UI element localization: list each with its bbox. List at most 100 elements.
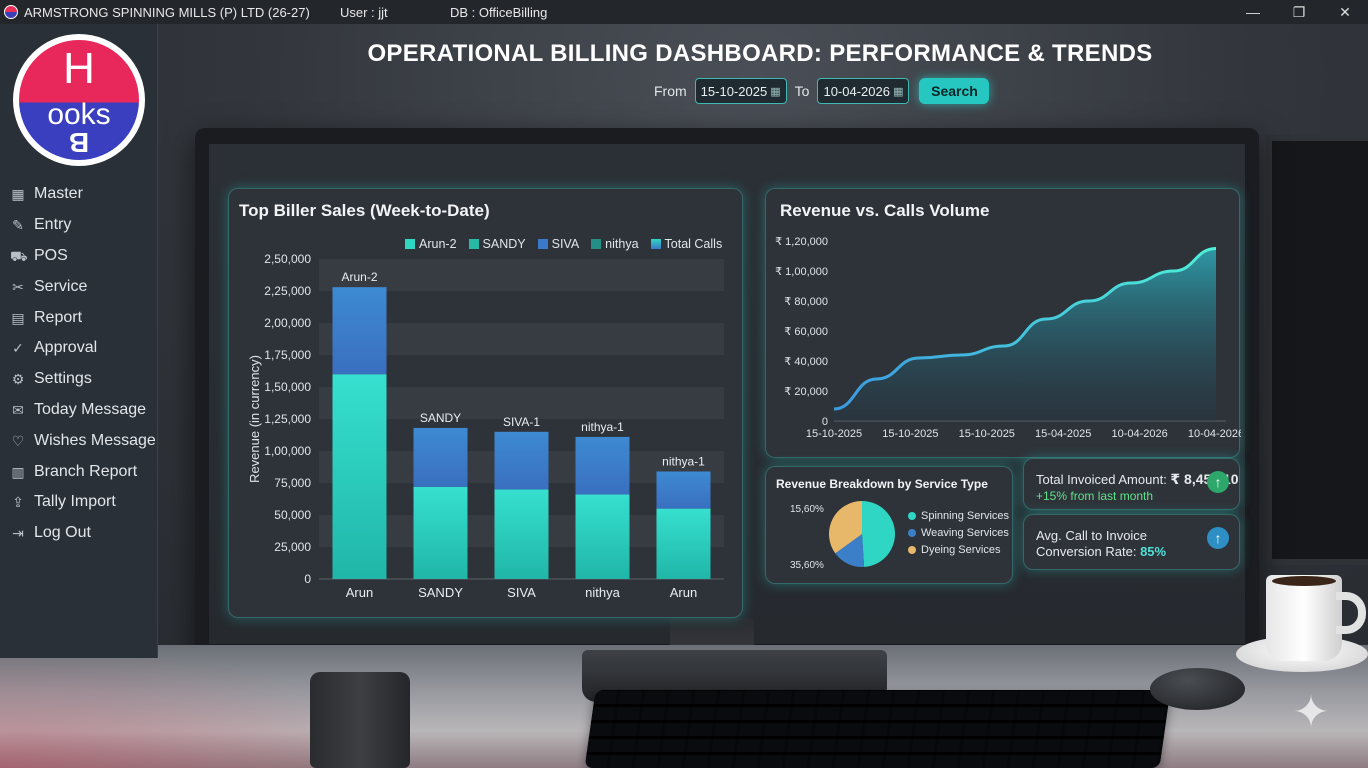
sidebar-item-report[interactable]: ▤ Report: [0, 302, 158, 333]
date-filter: From 15-10-2025 ▦ To 10-04-2026 ▦ Search: [654, 78, 990, 104]
calendar-icon[interactable]: ▦: [770, 85, 781, 98]
y-tick-label: ₹ 1,00,000: [775, 266, 828, 278]
pie-legend-label: Dyeing Services: [921, 543, 1001, 556]
sidebar-item-tally-import[interactable]: ⇪ Tally Import: [0, 487, 158, 518]
pie-legend-item: Weaving Services: [908, 524, 1009, 541]
pie-legend-item: Dyeing Services: [908, 541, 1009, 558]
bar-segment-lower: [332, 374, 387, 579]
sidebar-item-today-message[interactable]: ✉ Today Message: [0, 395, 158, 426]
x-tick-label: 15-10-2025: [959, 428, 1015, 440]
legend-swatch: [591, 239, 602, 249]
keyboard: [584, 690, 1171, 768]
legend-item: Total Calls: [650, 237, 722, 251]
sidebar-item-label: Settings: [34, 370, 92, 388]
document-icon: ▤: [11, 309, 25, 326]
restore-button[interactable]: ❐: [1292, 4, 1306, 20]
bar-segment-lower: [575, 494, 630, 579]
y-tick-label: ₹ 60,000: [784, 326, 828, 338]
sparkle-icon: ✦: [1292, 688, 1330, 737]
sidebar-item-label: Report: [34, 308, 83, 326]
y-tick-label: 2,00,000: [264, 316, 311, 330]
check-circle-icon: ✓: [12, 340, 24, 357]
revenue-title: Revenue vs. Calls Volume: [780, 201, 990, 220]
x-tick-label: 15-10-2025: [882, 428, 938, 440]
sidebar-item-settings[interactable]: ⚙ Settings: [0, 364, 158, 395]
window-controls: — ❐ ✕: [1230, 0, 1368, 24]
x-tick-label: 10-04-2026: [1111, 428, 1167, 440]
y-tick-label: 0: [304, 572, 311, 586]
sidebar-item-log-out[interactable]: ⇥ Log Out: [0, 518, 158, 549]
pie-legend-dot: [908, 511, 916, 520]
close-button[interactable]: ✕: [1339, 4, 1351, 20]
y-tick-label: 25,000: [274, 540, 311, 554]
sidebar-item-branch-report[interactable]: ▥ Branch Report: [0, 456, 158, 487]
calendar-icon[interactable]: ▦: [893, 85, 904, 98]
title-bar: ARMSTRONG SPINNING MILLS (P) LTD (26-27)…: [0, 0, 1368, 24]
to-date-value: 10-04-2026: [823, 83, 890, 99]
bar-segment-lower: [494, 489, 549, 579]
edit-icon: ✎: [12, 217, 24, 234]
dark-cup: [310, 672, 410, 768]
pie-title: Revenue Breakdown by Service Type: [776, 477, 988, 491]
bar-segment-lower: [413, 486, 468, 579]
x-tick-label: SANDY: [418, 585, 463, 600]
hooks-logo: H ooks B: [13, 34, 145, 166]
search-button[interactable]: Search: [919, 78, 990, 104]
x-tick-label: nithya: [585, 585, 620, 600]
heart-icon: ♡: [11, 432, 25, 449]
total-invoiced-change: +15% from last month: [1036, 489, 1154, 503]
bar-segment-lower: [656, 508, 711, 579]
tools-icon: ✂: [12, 278, 24, 295]
legend-item: nithya: [591, 237, 639, 251]
sidebar-item-label: Log Out: [34, 524, 91, 542]
bar-legend: Arun-2 SANDY SIVA nithya Total Calls: [405, 237, 734, 251]
cart-icon: ⛟: [10, 247, 28, 264]
sidebar-item-label: Today Message: [34, 400, 147, 418]
sidebar-item-wishes-message[interactable]: ♡ Wishes Message: [0, 425, 158, 456]
y-axis-label: Revenue (in currency): [247, 355, 262, 483]
area-chart: 0 ₹ 20,000 ₹ 40,000 ₹ 60,000 ₹ 80,000 ₹ 1,00,…: [775, 236, 1241, 440]
sidebar-item-label: Tally Import: [34, 493, 116, 511]
bar-top-label: nithya-1: [581, 420, 624, 434]
y-tick-label: 1,50,000: [264, 380, 311, 394]
legend-label: Arun-2: [419, 237, 457, 251]
legend-label: nithya: [605, 237, 639, 251]
x-tick-label: Arun: [346, 585, 373, 600]
sidebar-item-entry[interactable]: ✎ Entry: [0, 210, 158, 241]
pie-chart: 15,60% 35,60%: [790, 501, 896, 571]
series-line: [833, 247, 1217, 411]
window-title: ARMSTRONG SPINNING MILLS (P) LTD (26-27): [24, 4, 310, 20]
bar-segment-upper: [413, 427, 468, 487]
from-date-value: 15-10-2025: [700, 83, 768, 99]
mouse: [1150, 668, 1245, 710]
pie-slice: [835, 534, 865, 567]
x-tick-label: SIVA: [507, 585, 536, 600]
sidebar-menu: ▦ Master ✎ Entry ⛟ POS ✂ Service ▤ Report ✓ Ap…: [0, 179, 158, 549]
sidebar-item-approval[interactable]: ✓ Approval: [0, 333, 158, 364]
bar-chart: 0 25,000 50,000 75,000 1,00,000 1,25,000 1,50,…: [247, 252, 724, 600]
y-tick-label: ₹ 1,20,000: [775, 236, 828, 248]
pie-legend-label: Spinning Services: [921, 509, 1010, 522]
legend-swatch: [468, 239, 479, 249]
sidebar-item-master[interactable]: ▦ Master: [0, 179, 158, 210]
pie-legend: Spinning Services Weaving Services Dyein…: [908, 507, 1009, 558]
pie-legend-dot: [908, 528, 916, 537]
conversion-rate-label: Avg. Call to Invoice: [1036, 528, 1148, 543]
legend-item: Arun-2: [405, 237, 457, 251]
to-date-input[interactable]: 10-04-2026 ▦: [817, 78, 910, 104]
gear-icon: ⚙: [11, 371, 25, 388]
from-date-input[interactable]: 15-10-2025 ▦: [694, 78, 787, 104]
upload-icon: ⇪: [12, 494, 24, 511]
conversion-rate-label-2: Conversion Rate:: [1036, 544, 1141, 559]
y-tick-label: 1,00,000: [264, 444, 311, 458]
sidebar-item-pos[interactable]: ⛟ POS: [0, 241, 158, 272]
legend-item: SANDY: [468, 237, 526, 251]
y-tick-label: 2,25,000: [264, 284, 311, 298]
arrow-up-icon: ↑: [1207, 527, 1229, 549]
minimize-button[interactable]: —: [1246, 4, 1260, 20]
building-icon: ▥: [11, 463, 25, 480]
y-tick-label: 1,75,000: [264, 348, 311, 362]
sidebar-item-service[interactable]: ✂ Service: [0, 271, 158, 302]
coffee: [1272, 576, 1336, 586]
bar-segment-upper: [575, 436, 630, 495]
